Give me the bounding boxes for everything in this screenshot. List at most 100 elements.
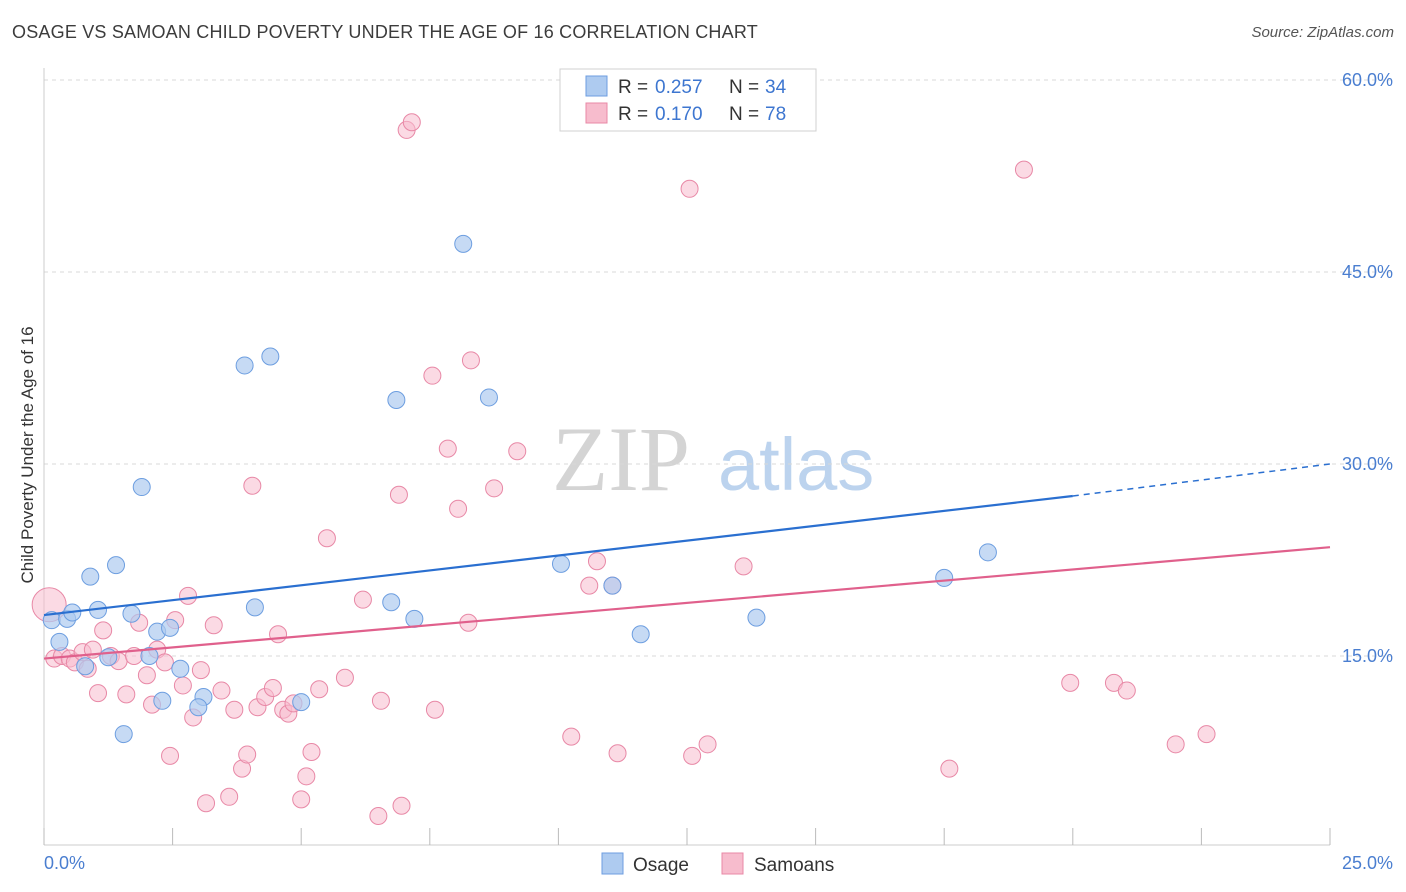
osage-point — [122, 604, 141, 623]
osage-point — [454, 234, 473, 253]
samoan-point — [89, 684, 108, 703]
legend-osage-r-label: R = — [618, 77, 648, 98]
samoan-point — [683, 746, 702, 765]
osage-point — [132, 478, 151, 497]
osage-point — [405, 609, 424, 628]
samoan-point — [1014, 160, 1033, 179]
osage-point — [292, 693, 311, 712]
samoan-point — [389, 485, 408, 504]
samoan-point — [587, 552, 606, 571]
samoan-point — [1117, 681, 1136, 700]
watermark-zip: ZIP — [552, 408, 690, 510]
samoan-point — [220, 787, 239, 806]
samoan-point — [402, 113, 421, 132]
y-tick-label: 60.0% — [1342, 70, 1393, 90]
osage-point — [935, 568, 954, 587]
legend-osage-n-label: N = — [729, 77, 759, 98]
legend-swatch-samoan — [585, 102, 608, 124]
tick-labels: 15.0% 30.0% 45.0% 60.0% 0.0% 25.0% — [44, 70, 1393, 873]
samoan-point — [155, 653, 174, 672]
samoan-point — [698, 735, 717, 754]
samoan-point — [562, 727, 581, 746]
samoan-point — [269, 625, 288, 644]
samoan-point — [310, 680, 329, 699]
osage-point — [382, 593, 401, 612]
osage-point — [479, 388, 498, 407]
correlation-legend: R = 0.257 N = 34 R = 0.170 N = 78 — [559, 68, 817, 132]
samoan-point — [1166, 735, 1185, 754]
bottom-legend-swatch-osage — [601, 852, 624, 875]
samoan-point — [317, 529, 336, 548]
samoan-point — [292, 790, 311, 809]
x-tick-label-max: 25.0% — [1342, 853, 1393, 873]
samoan-point — [94, 621, 113, 640]
samoan-point — [392, 796, 411, 815]
osage-point — [153, 691, 172, 710]
osage-point — [114, 725, 133, 744]
samoan-point — [137, 666, 156, 685]
osage-trend-extension — [1072, 463, 1331, 497]
samoan-point — [438, 439, 457, 458]
samoan-point — [243, 476, 262, 495]
series-legend: Osage Samoans — [601, 852, 834, 876]
bottom-legend-osage: Osage — [633, 855, 689, 876]
bottom-legend-swatch-samoan — [721, 852, 744, 875]
samoan-point — [335, 668, 354, 687]
source-label: Source: ZipAtlas.com — [1251, 24, 1394, 41]
legend-samoan-r-label: R = — [618, 104, 648, 125]
axes — [43, 68, 1331, 846]
samoan-point — [191, 661, 210, 680]
y-tick-label: 15.0% — [1342, 646, 1393, 666]
samoan-trend-line — [43, 546, 1331, 660]
watermark: ZIP atlas — [552, 408, 874, 510]
osage-point — [631, 625, 650, 644]
osage-point — [387, 391, 406, 409]
osage-trend-line — [43, 494, 1073, 617]
trend-lines — [43, 463, 1331, 660]
osage-point — [161, 618, 180, 637]
legend-osage-n-value: 34 — [765, 77, 787, 98]
legend-osage-r-value: 0.257 — [655, 77, 703, 98]
samoan-point — [1061, 673, 1080, 692]
samoan-point — [297, 767, 316, 786]
osage-point — [261, 347, 280, 366]
y-tick-label: 45.0% — [1342, 262, 1393, 282]
samoan-point — [734, 557, 753, 576]
samoan-point — [1197, 725, 1216, 744]
osage-point — [551, 554, 570, 573]
osage-points — [42, 234, 997, 744]
samoan-point — [449, 499, 468, 518]
samoan-point — [263, 679, 282, 697]
legend-swatch-osage — [585, 75, 608, 97]
legend-samoan-r-value: 0.170 — [655, 104, 703, 125]
legend-samoan-n-label: N = — [729, 104, 759, 125]
osage-point — [747, 608, 766, 627]
chart-title: OSAGE VS SAMOAN CHILD POVERTY UNDER THE … — [12, 22, 758, 42]
samoan-point — [580, 576, 599, 595]
osage-point — [81, 567, 100, 586]
samoan-point — [425, 700, 444, 719]
samoan-point — [197, 794, 216, 813]
y-tick-label: 30.0% — [1342, 454, 1393, 474]
osage-point — [171, 659, 190, 678]
samoan-point — [204, 616, 223, 635]
samoan-point — [940, 759, 959, 778]
samoan-point — [423, 366, 442, 385]
samoan-point — [179, 586, 198, 605]
samoan-point — [485, 479, 504, 498]
osage-point — [76, 657, 95, 676]
osage-point — [50, 632, 69, 651]
osage-point — [245, 598, 264, 617]
bottom-legend-samoans: Samoans — [754, 855, 834, 876]
samoan-point — [238, 745, 257, 764]
osage-point — [140, 647, 159, 665]
samoan-point — [371, 691, 390, 710]
samoan-point — [117, 685, 136, 704]
osage-point — [978, 543, 997, 562]
osage-point — [99, 648, 118, 667]
samoan-point — [302, 743, 321, 761]
samoan-point — [161, 746, 180, 765]
samoan-point — [608, 744, 627, 763]
samoan-point — [353, 590, 372, 609]
